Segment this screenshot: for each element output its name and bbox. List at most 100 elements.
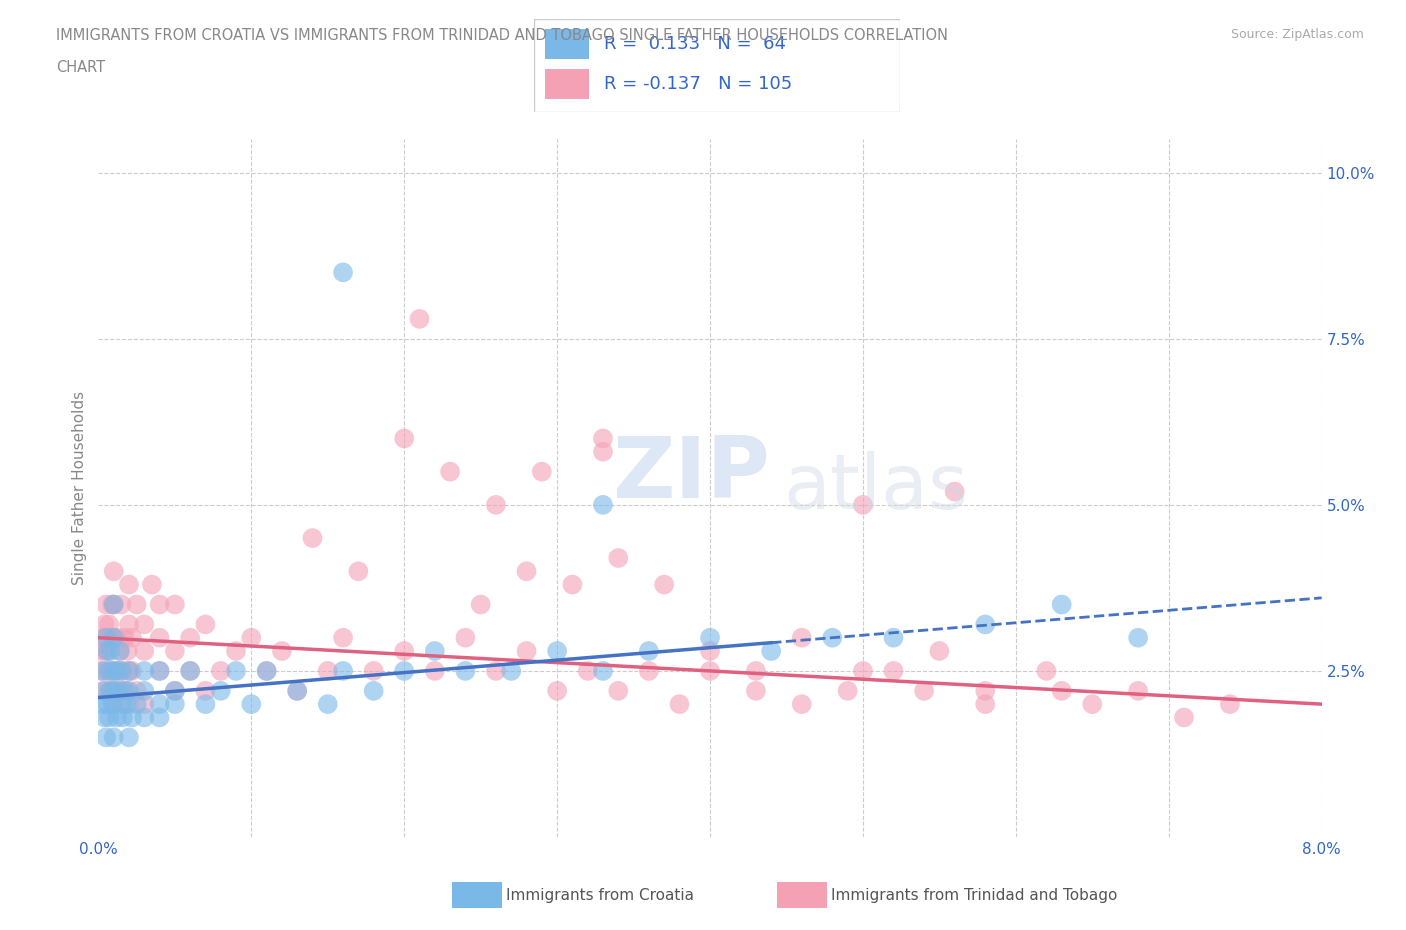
Point (100, 644, 122, 658)
Point (110, 684, 132, 698)
Point (94, 663, 117, 678)
Point (100, 631, 122, 645)
Point (470, 597, 492, 612)
Point (607, 684, 630, 698)
Point (316, 697, 339, 711)
Point (112, 684, 135, 698)
Point (98, 710, 121, 724)
Point (225, 663, 247, 678)
Point (592, 498, 614, 512)
Point (652, 578, 675, 592)
Point (256, 663, 278, 678)
Point (1035, 663, 1057, 678)
Point (1219, 697, 1241, 711)
Point (974, 684, 997, 698)
Point (301, 531, 323, 546)
Text: IMMIGRANTS FROM CROATIA VS IMMIGRANTS FROM TRINIDAD AND TOBAGO SINGLE FATHER HOU: IMMIGRANTS FROM CROATIA VS IMMIGRANTS FR… (56, 28, 948, 43)
Point (149, 597, 172, 612)
Point (149, 631, 172, 645)
Point (115, 684, 138, 698)
Point (209, 684, 232, 698)
Point (108, 644, 131, 658)
Point (485, 663, 508, 678)
Point (530, 464, 553, 479)
Point (118, 697, 141, 711)
Point (209, 663, 232, 678)
Point (91, 684, 114, 698)
Point (883, 631, 905, 645)
FancyBboxPatch shape (546, 69, 589, 99)
Point (699, 631, 721, 645)
Point (592, 445, 614, 459)
Point (347, 564, 370, 578)
Point (592, 431, 614, 445)
Point (240, 631, 263, 645)
Point (134, 617, 156, 631)
FancyBboxPatch shape (453, 882, 502, 909)
Point (134, 710, 156, 724)
Point (745, 663, 768, 678)
Point (134, 684, 156, 698)
Point (149, 697, 172, 711)
Point (105, 710, 128, 724)
Point (101, 597, 124, 612)
Point (118, 617, 141, 631)
Point (163, 684, 186, 698)
Point (883, 663, 905, 678)
Point (105, 684, 128, 698)
Point (149, 710, 172, 724)
Point (103, 730, 125, 745)
Point (454, 631, 477, 645)
Point (94, 597, 117, 612)
Point (134, 644, 156, 658)
Point (97, 644, 120, 658)
Point (423, 644, 446, 658)
Point (108, 644, 131, 658)
Point (93, 617, 115, 631)
Point (90, 663, 112, 678)
Point (91, 631, 114, 645)
Point (699, 644, 721, 658)
Point (1081, 697, 1104, 711)
Point (118, 684, 141, 698)
Text: Immigrants from Trinidad and Tobago: Immigrants from Trinidad and Tobago (831, 887, 1118, 903)
Point (115, 697, 138, 711)
Point (134, 663, 156, 678)
Point (516, 644, 538, 658)
Point (1128, 684, 1150, 698)
Point (141, 578, 163, 592)
Point (103, 663, 125, 678)
Point (93, 684, 115, 698)
Point (332, 663, 354, 678)
Point (974, 617, 997, 631)
Point (118, 663, 141, 678)
Point (110, 597, 132, 612)
Point (1173, 710, 1195, 724)
Point (112, 631, 135, 645)
Point (912, 684, 935, 698)
Point (607, 551, 630, 565)
Point (103, 597, 125, 612)
Point (1050, 684, 1073, 698)
Point (759, 644, 782, 658)
Point (103, 684, 125, 698)
Point (179, 631, 201, 645)
Point (576, 663, 599, 678)
Point (392, 644, 416, 658)
FancyBboxPatch shape (546, 29, 589, 59)
Point (94, 730, 117, 745)
Point (363, 684, 385, 698)
Point (668, 697, 690, 711)
Point (546, 644, 568, 658)
Point (97, 697, 120, 711)
Point (194, 617, 217, 631)
Point (125, 684, 148, 698)
Point (103, 631, 125, 645)
Point (852, 663, 875, 678)
Point (93, 644, 115, 658)
Point (103, 564, 125, 578)
Point (790, 697, 813, 711)
Point (118, 730, 141, 745)
Point (240, 697, 263, 711)
Point (179, 663, 201, 678)
